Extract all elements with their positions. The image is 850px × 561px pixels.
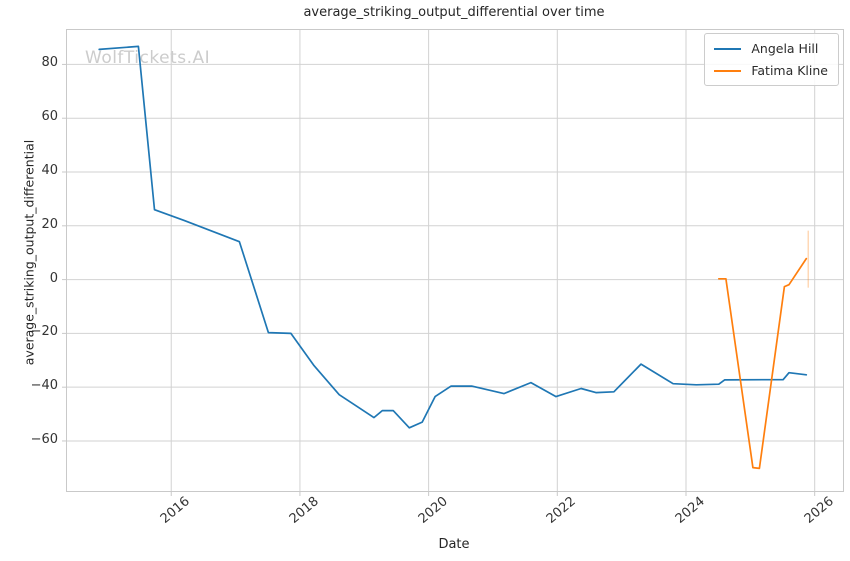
x-tick-label: 2016 (157, 494, 193, 527)
legend-label-fatima-kline: Fatima Kline (751, 63, 828, 78)
x-axis-label: Date (438, 537, 470, 552)
chart-title: average_striking_output_differential ove… (303, 5, 605, 20)
x-tick-label: 2020 (415, 494, 451, 527)
plot-area: WolfTickets.AI Angela Hill Fatima Kline (62, 29, 844, 496)
legend-line-swatch-blue (714, 47, 742, 50)
x-tick-label: 2026 (801, 494, 837, 527)
y-axis-label: average_striking_output_differential (21, 139, 37, 366)
y-tick-label: −40 (30, 378, 58, 394)
x-tick-label: 2022 (543, 494, 579, 527)
watermark: WolfTickets.AI (85, 48, 211, 68)
y-tick-label: 0 (49, 270, 58, 286)
chart-canvas (62, 30, 843, 496)
legend-item-angela-hill: Angela Hill (714, 41, 828, 56)
series-line-fatima-kline (717, 257, 808, 470)
y-tick-label: 40 (41, 163, 58, 178)
x-tick-label: 2018 (286, 494, 322, 527)
y-tick-label: 60 (41, 109, 58, 125)
y-tick-label: 20 (41, 216, 58, 232)
y-tick-label: 80 (41, 55, 58, 71)
y-tick-label: −60 (30, 431, 58, 447)
legend: Angela Hill Fatima Kline (704, 33, 839, 86)
legend-label-angela-hill: Angela Hill (751, 41, 819, 56)
series-line-angela-hill (98, 45, 808, 429)
x-tick-label: 2024 (672, 494, 708, 527)
legend-item-fatima-kline: Fatima Kline (714, 63, 828, 78)
y-tick-label: −20 (30, 324, 58, 340)
legend-line-swatch-orange (714, 69, 742, 72)
